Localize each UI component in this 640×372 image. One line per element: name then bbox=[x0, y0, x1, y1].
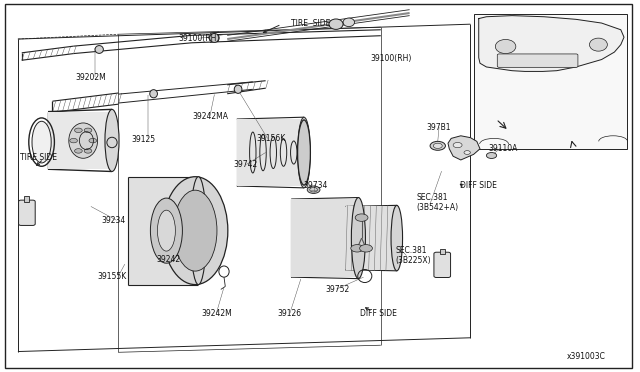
Text: 39156K: 39156K bbox=[256, 134, 285, 143]
Bar bbox=[48, 112, 112, 169]
Text: x391003C: x391003C bbox=[567, 352, 606, 361]
Text: DIFF SIDE: DIFF SIDE bbox=[360, 309, 397, 318]
Polygon shape bbox=[479, 16, 624, 71]
Circle shape bbox=[84, 128, 92, 132]
Ellipse shape bbox=[150, 198, 182, 263]
Ellipse shape bbox=[351, 198, 365, 279]
Text: SEC.381
(3B542+A): SEC.381 (3B542+A) bbox=[417, 193, 459, 212]
Text: 39100(RH): 39100(RH) bbox=[370, 54, 412, 63]
Circle shape bbox=[433, 143, 442, 148]
Circle shape bbox=[89, 138, 97, 143]
Text: 397B1: 397B1 bbox=[426, 123, 451, 132]
Circle shape bbox=[464, 151, 470, 154]
Ellipse shape bbox=[32, 121, 51, 163]
Ellipse shape bbox=[150, 90, 157, 98]
Text: 39742: 39742 bbox=[233, 160, 257, 169]
Text: TIRE  SIDE: TIRE SIDE bbox=[291, 19, 331, 28]
Ellipse shape bbox=[298, 117, 310, 188]
Circle shape bbox=[355, 214, 368, 221]
Ellipse shape bbox=[391, 205, 403, 271]
Text: 39242MA: 39242MA bbox=[192, 112, 228, 121]
FancyBboxPatch shape bbox=[19, 200, 35, 225]
FancyBboxPatch shape bbox=[497, 54, 578, 67]
Ellipse shape bbox=[234, 85, 242, 93]
Ellipse shape bbox=[173, 190, 217, 271]
FancyBboxPatch shape bbox=[434, 252, 451, 278]
Text: 39110A: 39110A bbox=[488, 144, 518, 153]
Circle shape bbox=[84, 149, 92, 153]
Ellipse shape bbox=[157, 210, 175, 251]
Text: 39734: 39734 bbox=[303, 181, 328, 190]
Ellipse shape bbox=[298, 120, 310, 185]
Circle shape bbox=[360, 245, 372, 252]
Text: 39202M: 39202M bbox=[76, 73, 106, 82]
FancyBboxPatch shape bbox=[24, 196, 29, 202]
Text: 39155K: 39155K bbox=[97, 272, 127, 281]
Circle shape bbox=[453, 142, 462, 148]
Circle shape bbox=[486, 153, 497, 158]
Polygon shape bbox=[448, 136, 480, 160]
Text: TIRE SIDE: TIRE SIDE bbox=[20, 153, 58, 162]
Text: 39234: 39234 bbox=[101, 217, 125, 225]
Circle shape bbox=[310, 187, 317, 192]
Text: 39125: 39125 bbox=[131, 135, 156, 144]
Bar bbox=[346, 206, 397, 270]
Ellipse shape bbox=[105, 109, 119, 171]
Ellipse shape bbox=[495, 39, 516, 54]
Text: 39126: 39126 bbox=[277, 309, 301, 318]
Bar bbox=[128, 177, 198, 285]
Bar bbox=[237, 119, 304, 186]
Text: 39752: 39752 bbox=[325, 285, 349, 294]
Ellipse shape bbox=[95, 45, 104, 53]
FancyBboxPatch shape bbox=[440, 249, 445, 254]
Circle shape bbox=[351, 245, 364, 252]
Circle shape bbox=[74, 149, 83, 153]
Text: 39242M: 39242M bbox=[201, 309, 232, 318]
Text: 39242: 39242 bbox=[156, 255, 180, 264]
Ellipse shape bbox=[343, 18, 355, 27]
Text: SEC.381
(3B225X): SEC.381 (3B225X) bbox=[396, 246, 431, 265]
Ellipse shape bbox=[69, 123, 97, 158]
Text: DIFF SIDE: DIFF SIDE bbox=[460, 181, 497, 190]
Ellipse shape bbox=[163, 177, 228, 285]
Text: 39100(RH): 39100(RH) bbox=[178, 34, 220, 43]
Bar bbox=[474, 14, 627, 149]
Ellipse shape bbox=[589, 38, 607, 51]
Ellipse shape bbox=[329, 19, 343, 29]
Bar bbox=[291, 199, 358, 277]
Ellipse shape bbox=[191, 177, 206, 285]
Ellipse shape bbox=[210, 33, 220, 42]
Circle shape bbox=[307, 186, 320, 193]
Circle shape bbox=[70, 138, 77, 143]
Circle shape bbox=[74, 128, 83, 132]
Circle shape bbox=[430, 141, 445, 150]
